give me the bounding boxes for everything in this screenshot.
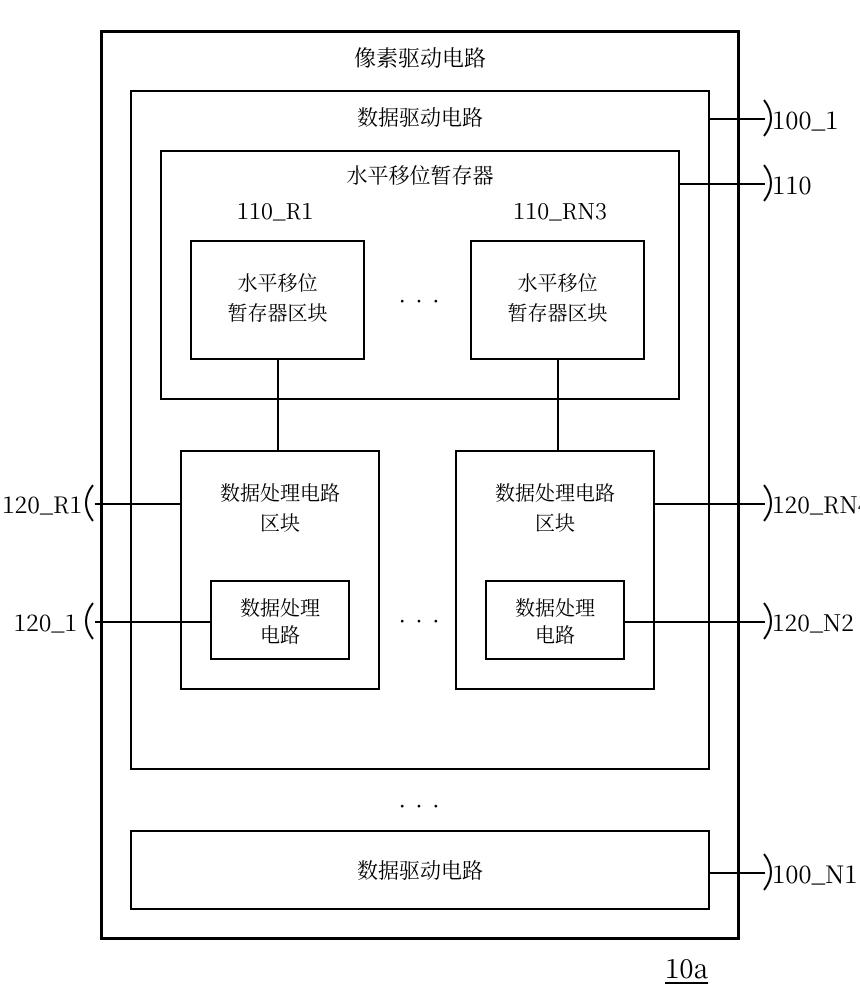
proc-block-right-line2: 区块 [455, 510, 655, 534]
ref-120-R1: 120_R1 [2, 490, 77, 518]
pixel-driver-circuit-title: 像素驱动电路 [320, 45, 520, 71]
proc-dots: · · · [380, 608, 460, 634]
ref-120-RN4: 120_RN4 [772, 490, 860, 518]
hshift-block-left-line1: 水平移位 [190, 270, 365, 294]
ref-100-1: 100_1 [772, 105, 838, 134]
proc-block-left-line1: 数据处理电路 [180, 480, 380, 504]
leader-110 [680, 183, 765, 185]
hshift-register-title: 水平移位暂存器 [310, 163, 530, 188]
hshift-block-right-line1: 水平移位 [470, 270, 645, 294]
hshift-dots: · · · [380, 288, 460, 314]
leader-100-N1 [710, 872, 765, 874]
leader-120-RN4 [655, 503, 765, 505]
ref-110: 110 [772, 170, 812, 199]
figure-id: 10a [665, 952, 708, 983]
ref-120-1: 120_1 [2, 608, 77, 636]
label-110-R1: 110_R1 [215, 198, 335, 224]
proc-block-right-line1: 数据处理电路 [455, 480, 655, 504]
conn-left [277, 360, 279, 450]
leader-120-N2 [625, 621, 765, 623]
hshift-block-right-line2: 暂存器区块 [470, 300, 645, 324]
diagram-canvas: 像素驱动电路 数据驱动电路 100_1 水平移位暂存器 110 110_R1 1… [0, 0, 860, 1000]
data-driver-1-title: 数据驱动电路 [320, 105, 520, 130]
leader-120-R1 [95, 503, 180, 505]
ref-100-N1: 100_N1 [772, 859, 857, 888]
curve-120-1 [75, 603, 97, 639]
conn-right [557, 360, 559, 450]
proc-sub-right-line2: 电路 [485, 622, 625, 646]
proc-sub-right-line1: 数据处理 [485, 595, 625, 619]
data-driver-N-title: 数据驱动电路 [320, 858, 520, 883]
label-110-RN3: 110_RN3 [495, 198, 625, 224]
ref-120-N2: 120_N2 [772, 608, 854, 636]
hshift-block-left-line2: 暂存器区块 [190, 300, 365, 324]
proc-sub-left-line1: 数据处理 [210, 595, 350, 619]
driver-vdots: · · · [380, 793, 460, 819]
leader-100-1 [710, 118, 765, 120]
leader-120-1 [95, 621, 210, 623]
proc-sub-left-line2: 电路 [210, 622, 350, 646]
proc-block-left-line2: 区块 [180, 510, 380, 534]
